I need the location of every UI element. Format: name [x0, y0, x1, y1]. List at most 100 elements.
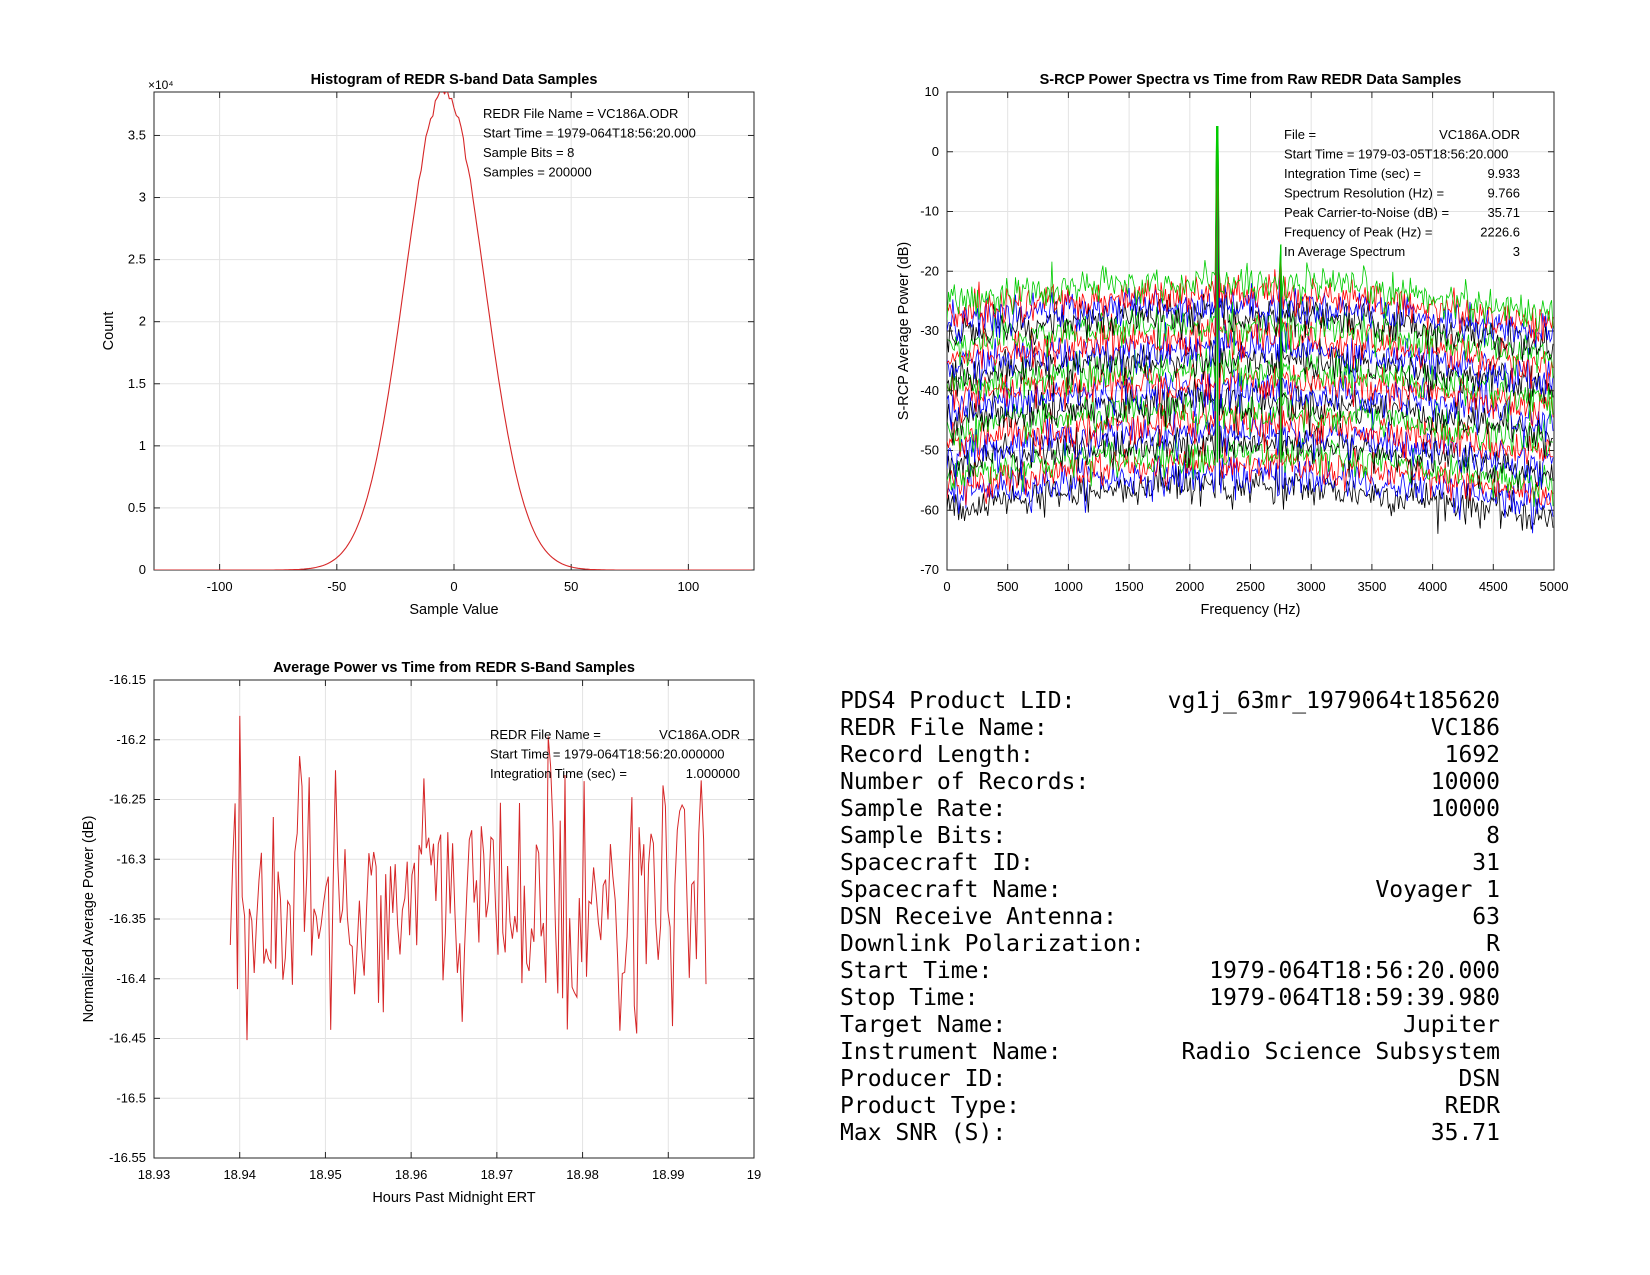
spectra-xtick-label: 3000 [1297, 579, 1326, 594]
spectrum-series-line [947, 145, 1554, 344]
info-label: Record Length: [840, 742, 1034, 768]
hist-xtick-label: 0 [450, 579, 457, 594]
spectra-annotation-label: In Average Spectrum [1284, 244, 1405, 259]
power-annotation-label: Integration Time (sec) = [490, 766, 627, 781]
hist-ytick-label: 1 [139, 438, 146, 453]
spectrum-series-line [947, 126, 1554, 333]
spectra-ytick-label: -70 [920, 562, 939, 577]
hist-annotation-line: Sample Bits = 8 [483, 145, 574, 160]
spectra-ytick-label: -30 [920, 323, 939, 338]
spectra-annotation-value: 9.933 [1487, 166, 1520, 181]
info-value: 10000 [1430, 769, 1500, 795]
power-annotation-value: 1.000000 [686, 766, 740, 781]
hist-title: Histogram of REDR S-band Data Samples [311, 72, 598, 88]
spectra-title: S-RCP Power Spectra vs Time from Raw RED… [1040, 72, 1462, 88]
info-label: DSN Receive Antenna: [840, 904, 1117, 930]
spectra-annotation-label: File = [1284, 127, 1316, 142]
info-label: Max SNR (S): [840, 1120, 1007, 1146]
info-row: Number of Records: 10000 [840, 769, 1500, 796]
power-xtick-label: 18.98 [566, 1167, 599, 1182]
info-label: Product Type: [840, 1093, 1021, 1119]
power-xtick-label: 18.93 [138, 1167, 171, 1182]
hist-annotation-line: REDR File Name = VC186A.ODR [483, 106, 678, 121]
spectrum-series-line [947, 126, 1554, 456]
hist-ytick-label: 2 [139, 314, 146, 329]
spectra-xtick-label: 5000 [1540, 579, 1569, 594]
info-value: 35.71 [1430, 1120, 1500, 1146]
power-xtick-label: 18.99 [652, 1167, 685, 1182]
info-row: Instrument Name: Radio Science Subsystem [840, 1039, 1500, 1066]
info-label: REDR File Name: [840, 715, 1048, 741]
spectra-annotation-value: 3 [1513, 244, 1520, 259]
spectra-ytick-label: -40 [920, 383, 939, 398]
hist-xtick-label: -50 [327, 579, 346, 594]
info-value: 10000 [1430, 796, 1500, 822]
info-row: Sample Bits: 8 [840, 823, 1500, 850]
info-label: Downlink Polarization: [840, 931, 1145, 957]
info-label: Sample Bits: [840, 823, 1007, 849]
info-row: Target Name: Jupiter [840, 1012, 1500, 1039]
hist-ylabel: Count [101, 312, 117, 351]
info-label: Number of Records: [840, 769, 1090, 795]
info-label: Stop Time: [840, 985, 979, 1011]
info-row: Max SNR (S): 35.71 [840, 1120, 1500, 1147]
info-label: PDS4 Product LID: [840, 688, 1076, 714]
spectra-xtick-label: 2000 [1175, 579, 1204, 594]
spectra-xtick-label: 500 [997, 579, 1019, 594]
spectra-xtick-label: 0 [943, 579, 950, 594]
info-value: 1692 [1444, 742, 1500, 768]
hist-xtick-label: 50 [564, 579, 578, 594]
power-ytick-label: -16.35 [109, 911, 146, 926]
power-ytick-label: -16.4 [116, 971, 146, 986]
hist-xtick-label: 100 [678, 579, 700, 594]
info-value: Jupiter [1403, 1012, 1500, 1038]
spectra-ytick-label: -20 [920, 263, 939, 278]
spectrum-series-line [947, 152, 1554, 362]
info-row: Record Length: 1692 [840, 742, 1500, 769]
hist-ytick-label: 3.5 [128, 127, 146, 142]
power-annotation-label: Start Time = 1979-064T18:56:20.000000 [490, 747, 725, 762]
power-ytick-label: -16.15 [109, 672, 146, 687]
spectra-ytick-label: 0 [932, 144, 939, 159]
hist-annotation-line: Start Time = 1979-064T18:56:20.000 [483, 126, 696, 141]
power-ylabel: Normalized Average Power (dB) [81, 816, 97, 1023]
power-ytick-label: -16.5 [116, 1090, 146, 1105]
info-value: vg1j_63mr_1979064t185620 [1167, 688, 1500, 714]
spectra-annotation-label: Frequency of Peak (Hz) = [1284, 225, 1432, 240]
hist-ytick-label: 3 [139, 190, 146, 205]
info-label: Producer ID: [840, 1066, 1007, 1092]
spectra-ytick-label: 10 [925, 84, 939, 99]
spectra-ylabel: S-RCP Average Power (dB) [896, 242, 912, 420]
info-label: Spacecraft Name: [840, 877, 1062, 903]
info-row: DSN Receive Antenna: 63 [840, 904, 1500, 931]
spectrum-series-line [947, 145, 1554, 534]
hist-ytick-label: 2.5 [128, 252, 146, 267]
info-value: R [1486, 931, 1500, 957]
info-row: Stop Time: 1979-064T18:59:39.980 [840, 985, 1500, 1012]
spectrum-series-line [947, 156, 1554, 492]
power-xtick-label: 19 [747, 1167, 761, 1182]
spectra-xtick-label: 3500 [1357, 579, 1386, 594]
spectra-xtick-label: 2500 [1236, 579, 1265, 594]
info-value: 63 [1472, 904, 1500, 930]
info-row: Producer ID: DSN [840, 1066, 1500, 1093]
power-annotation-value: VC186A.ODR [659, 727, 740, 742]
power-xtick-label: 18.96 [395, 1167, 428, 1182]
hist-xlabel: Sample Value [409, 602, 498, 618]
power-xtick-label: 18.95 [309, 1167, 342, 1182]
info-label: Target Name: [840, 1012, 1007, 1038]
power-title: Average Power vs Time from REDR S-Band S… [273, 660, 635, 676]
info-row: Spacecraft ID: 31 [840, 850, 1500, 877]
info-row: PDS4 Product LID: vg1j_63mr_1979064t18562… [840, 688, 1500, 715]
info-label: Instrument Name: [840, 1039, 1062, 1065]
hist-axes: -100 -50 0 50 100 0 0.5 1 1.5 2 2.5 3 3.5 Histogram o… [101, 72, 755, 618]
spectra-annotation-label: Spectrum Resolution (Hz) = [1284, 186, 1444, 201]
power-ytick-label: -16.45 [109, 1031, 146, 1046]
info-row: Downlink Polarization: R [840, 931, 1500, 958]
spectrum-series-line [947, 150, 1554, 428]
info-value: Radio Science Subsystem [1181, 1039, 1501, 1065]
spectra-xtick-label: 1000 [1054, 579, 1083, 594]
hist-annotation-line: Samples = 200000 [483, 165, 592, 180]
info-row: Start Time: 1979-064T18:56:20.000 [840, 958, 1500, 985]
